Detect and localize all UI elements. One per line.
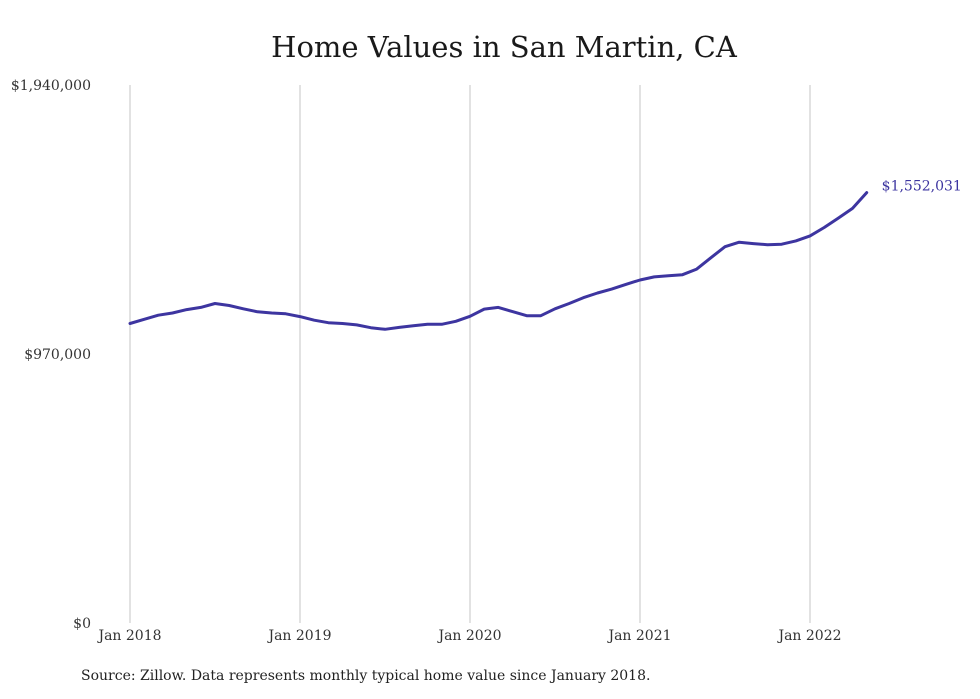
y-tick-label: $0 [73, 616, 91, 632]
x-tick-label: Jan 2021 [606, 628, 671, 644]
chart-title: Home Values in San Martin, CA [271, 30, 737, 64]
x-tick-label: Jan 2020 [436, 628, 501, 644]
x-tick-label: Jan 2018 [96, 628, 161, 644]
series: $1,552,031 [128, 179, 962, 331]
y-tick-label: $970,000 [24, 347, 91, 363]
end-value-label: $1,552,031 [882, 179, 962, 195]
source-note: Source: Zillow. Data represents monthly … [81, 668, 651, 684]
series-line [128, 191, 869, 331]
y-tick-label: $1,940,000 [11, 78, 91, 94]
x-axis-ticks: Jan 2018 Jan 2019 Jan 2020 Jan 2021 Jan 2022 [96, 628, 841, 644]
y-axis-ticks: $0 $970,000 $1,940,000 [11, 78, 91, 632]
x-tick-label: Jan 2019 [266, 628, 331, 644]
gridlines [129, 85, 811, 623]
x-tick-label: Jan 2022 [776, 628, 841, 644]
